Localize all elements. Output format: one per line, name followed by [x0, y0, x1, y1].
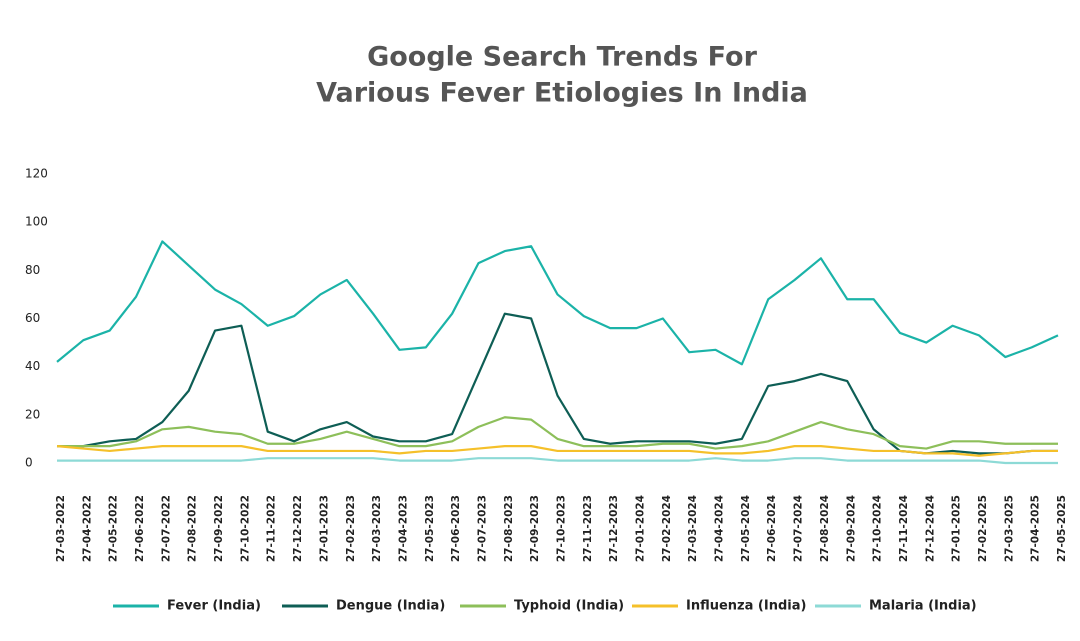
series-line [57, 416, 1058, 450]
legend-label: Dengue (India) [336, 599, 445, 614]
chart-title: Various Fever Etiologies In India [316, 78, 808, 109]
x-tick-label: 27-11-2023 [582, 495, 594, 562]
x-tick-label: 27-04-2023 [397, 495, 409, 562]
x-tick-label: 27-01-2025 [951, 495, 963, 562]
x-tick-label: 27-12-2023 [608, 495, 620, 562]
x-tick-label: 27-05-2025 [1056, 495, 1068, 562]
x-tick-label: 27-09-2024 [845, 495, 857, 562]
x-tick-label: 27-02-2023 [345, 495, 357, 562]
x-tick-label: 27-08-2023 [503, 495, 515, 562]
x-tick-label: 27-07-2022 [160, 495, 172, 562]
legend-label: Malaria (India) [869, 599, 977, 614]
x-tick-label: 27-12-2022 [292, 495, 304, 562]
x-tick-label: 27-07-2024 [793, 495, 805, 562]
x-tick-label: 27-06-2022 [134, 495, 146, 562]
x-tick-label: 27-03-2025 [1003, 495, 1015, 562]
x-tick-label: 27-03-2022 [55, 495, 67, 562]
x-tick-label: 27-04-2025 [1030, 495, 1042, 562]
y-tick-label: 20 [25, 407, 40, 421]
x-tick-label: 27-05-2022 [108, 495, 120, 562]
y-tick-label: 0 [25, 456, 33, 470]
x-tick-label: 27-01-2023 [318, 495, 330, 562]
x-tick-label: 27-06-2023 [450, 495, 462, 562]
x-tick-label: 27-12-2024 [924, 495, 936, 562]
x-tick-label: 27-11-2022 [266, 495, 278, 562]
y-tick-label: 120 [25, 167, 48, 181]
x-tick-label: 27-09-2022 [213, 495, 225, 562]
x-tick-label: 27-03-2024 [687, 495, 699, 562]
y-tick-label: 40 [25, 359, 40, 373]
x-tick-label: 27-10-2022 [239, 495, 251, 562]
legend-label: Typhoid (India) [514, 599, 624, 614]
x-tick-label: 27-07-2023 [476, 495, 488, 562]
x-tick-label: 27-11-2024 [898, 495, 910, 562]
y-tick-label: 100 [25, 215, 48, 229]
x-tick-label: 27-02-2024 [661, 495, 673, 562]
x-tick-label: 27-05-2024 [740, 495, 752, 562]
series-line [56, 240, 1059, 366]
x-tick-label: 27-10-2024 [872, 495, 884, 562]
series-line [57, 312, 1058, 455]
y-tick-label: 80 [25, 263, 40, 277]
x-tick-label: 27-05-2023 [424, 495, 436, 562]
series-line [57, 457, 1058, 465]
x-tick-label: 27-08-2022 [187, 495, 199, 562]
x-tick-label: 27-08-2024 [819, 495, 831, 562]
x-tick-label: 27-04-2022 [81, 495, 93, 562]
legend-label: Influenza (India) [686, 599, 806, 614]
legend-label: Fever (India) [167, 599, 261, 614]
chart-title: Google Search Trends For [367, 42, 757, 73]
x-tick-label: 27-10-2023 [556, 495, 568, 562]
y-tick-label: 60 [25, 311, 40, 325]
x-tick-label: 27-06-2024 [766, 495, 778, 562]
x-tick-label: 27-09-2023 [529, 495, 541, 562]
x-tick-label: 27-03-2023 [371, 495, 383, 562]
x-tick-label: 27-04-2024 [714, 495, 726, 562]
x-tick-label: 27-02-2025 [977, 495, 989, 562]
series-line [56, 445, 1058, 457]
x-tick-label: 27-01-2024 [635, 495, 647, 562]
